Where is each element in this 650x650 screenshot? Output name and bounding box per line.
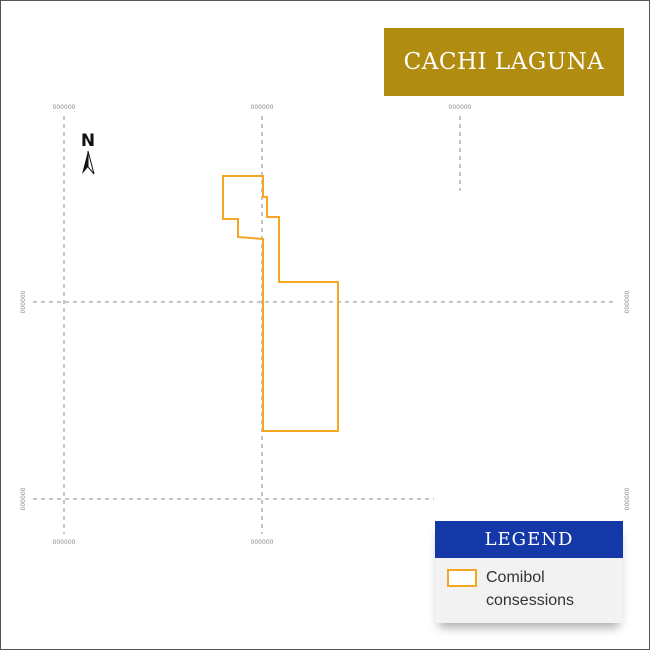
grid-label-right: 000000	[624, 290, 631, 313]
grid-label-top: 000000	[53, 104, 76, 111]
map-title: CACHI LAGUNA	[384, 28, 624, 96]
north-arrow-icon: N	[81, 131, 95, 175]
legend-title: LEGEND	[484, 529, 574, 550]
legend-header: LEGEND	[435, 521, 623, 558]
grid-label-bottom: 000000	[53, 539, 76, 546]
concession-boundary	[222, 175, 339, 432]
map-title-text: CACHI LAGUNA	[403, 49, 605, 75]
grid-label-left: 000000	[20, 487, 27, 510]
legend-panel: LEGEND Comibol consessions	[435, 521, 623, 623]
concession-swatch-icon	[447, 569, 477, 587]
grid-label-top: 000000	[449, 104, 472, 111]
grid-label-left: 000000	[20, 290, 27, 313]
north-label: N	[81, 131, 95, 151]
grid-label-bottom: 000000	[251, 539, 274, 546]
grid-label-top: 000000	[251, 104, 274, 111]
legend-item: Comibol consessions	[435, 558, 623, 623]
legend-item-label: Comibol consessions	[486, 569, 575, 609]
grid-label-right: 000000	[624, 487, 631, 510]
